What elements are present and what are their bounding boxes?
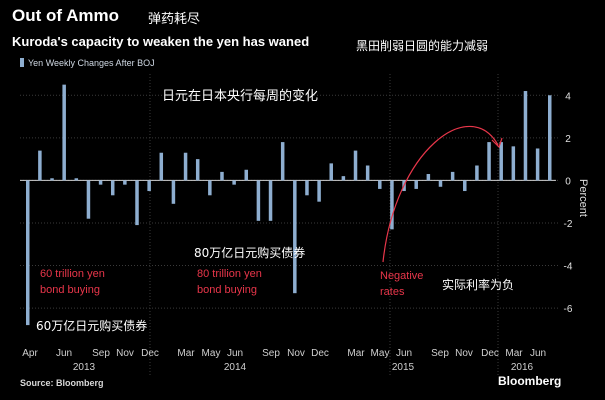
- x-tick-label: Jun: [56, 348, 72, 359]
- annotation-80tn-line1: 80 trillion yen: [197, 268, 262, 280]
- annotation-arrow-head: [491, 137, 503, 149]
- bar: [195, 159, 200, 181]
- bar: [50, 178, 54, 181]
- bar: [475, 165, 479, 181]
- bar: [499, 142, 503, 181]
- bar: [390, 180, 394, 230]
- legend-swatch: [20, 58, 24, 67]
- bar: [220, 171, 224, 181]
- year-label: 2016: [511, 362, 534, 373]
- bar: [438, 180, 443, 187]
- bar: [135, 180, 139, 226]
- annotation-negative-line1: Negative: [380, 270, 423, 282]
- bar: [159, 152, 164, 181]
- bar: [341, 176, 346, 181]
- x-tick-label: Jun: [227, 348, 243, 359]
- bar: [232, 180, 236, 185]
- bloomberg-logo: Bloomberg: [498, 374, 562, 388]
- bar: [123, 180, 127, 185]
- y-tick-label: -6: [564, 304, 573, 315]
- x-tick-label: Dec: [311, 348, 329, 359]
- bar: [110, 180, 115, 196]
- y-axis-label: Percent: [577, 179, 589, 217]
- x-tick-label: Nov: [455, 348, 473, 359]
- legend-label: Yen Weekly Changes After BOJ: [28, 58, 155, 68]
- bar: [463, 180, 467, 192]
- bar: [548, 95, 552, 181]
- chart-title: Out of Ammo: [12, 6, 120, 25]
- source-note: Source: Bloomberg: [20, 378, 104, 388]
- y-tick-label: -2: [564, 219, 573, 230]
- x-tick-label: Dec: [481, 348, 499, 359]
- y-tick-label: -4: [564, 262, 573, 273]
- bar: [535, 148, 540, 181]
- x-tick-label: May: [371, 348, 390, 359]
- x-tick-label: May: [202, 348, 221, 359]
- bar: [86, 180, 91, 219]
- bar: [183, 152, 188, 181]
- x-tick-label: Apr: [22, 348, 38, 359]
- legend: Yen Weekly Changes After BOJ: [20, 58, 155, 68]
- chart-subtitle: Kuroda's capacity to weaken the yen has …: [12, 34, 310, 49]
- year-label: 2013: [73, 362, 96, 373]
- bar: [147, 180, 151, 192]
- annotation-60tn-line1: 60 trillion yen: [40, 268, 105, 280]
- bar: [426, 174, 431, 181]
- year-label: 2015: [392, 362, 415, 373]
- x-tick-label: Mar: [347, 348, 365, 359]
- bar: [38, 150, 42, 181]
- annotation-negative-cn: 实际利率为负: [442, 277, 514, 292]
- annotation-60tn-cn: 60万亿日元购买债券: [36, 318, 147, 333]
- x-tick-label: Mar: [177, 348, 195, 359]
- chart-title-cn: 弹药耗尽: [148, 12, 201, 27]
- year-label: 2014: [224, 362, 247, 373]
- y-tick-label: 4: [565, 91, 571, 102]
- bar: [171, 180, 176, 204]
- y-tick-label: 2: [565, 134, 571, 145]
- bar: [523, 91, 528, 181]
- bar: [305, 180, 309, 196]
- bar: [365, 165, 370, 181]
- chart-subtitle-cn: 黑田削弱日圆的能力减弱: [356, 39, 489, 53]
- y-tick-label: 0: [565, 176, 571, 187]
- bar: [487, 142, 491, 181]
- annotation-arrow-arc: [382, 125, 499, 263]
- bar: [280, 142, 285, 181]
- x-tick-label: Nov: [116, 348, 134, 359]
- bar: [26, 180, 30, 326]
- bar: [62, 84, 66, 181]
- x-tick-label: Nov: [287, 348, 305, 359]
- chart-label-cn: 日元在日本央行每周的变化: [162, 88, 318, 104]
- bar: [414, 180, 418, 189]
- x-tick-label: Mar: [505, 348, 523, 359]
- annotation-60tn-line2: bond buying: [40, 284, 100, 296]
- bar: [98, 180, 103, 185]
- x-tick-label: Sep: [431, 348, 449, 359]
- x-tick-label: Dec: [141, 348, 159, 359]
- x-tick-label: Sep: [262, 348, 280, 359]
- x-tick-label: Sep: [92, 348, 110, 359]
- bar: [329, 163, 333, 181]
- annotation-80tn-line2: bond buying: [197, 284, 257, 296]
- bar: [317, 180, 321, 202]
- bar: [378, 180, 382, 189]
- bar: [293, 180, 297, 294]
- bar: [450, 171, 455, 181]
- bar: [511, 146, 516, 181]
- bar: [256, 180, 261, 221]
- bar: [353, 150, 358, 181]
- bar: [268, 180, 273, 221]
- bar: [244, 169, 249, 181]
- x-tick-label: Jun: [530, 348, 546, 359]
- bar: [208, 180, 212, 196]
- annotation-80tn-cn: 80万亿日元购买债券: [194, 245, 305, 260]
- annotation-negative-line2: rates: [380, 286, 405, 298]
- bar: [74, 178, 79, 181]
- x-tick-label: Jun: [396, 348, 412, 359]
